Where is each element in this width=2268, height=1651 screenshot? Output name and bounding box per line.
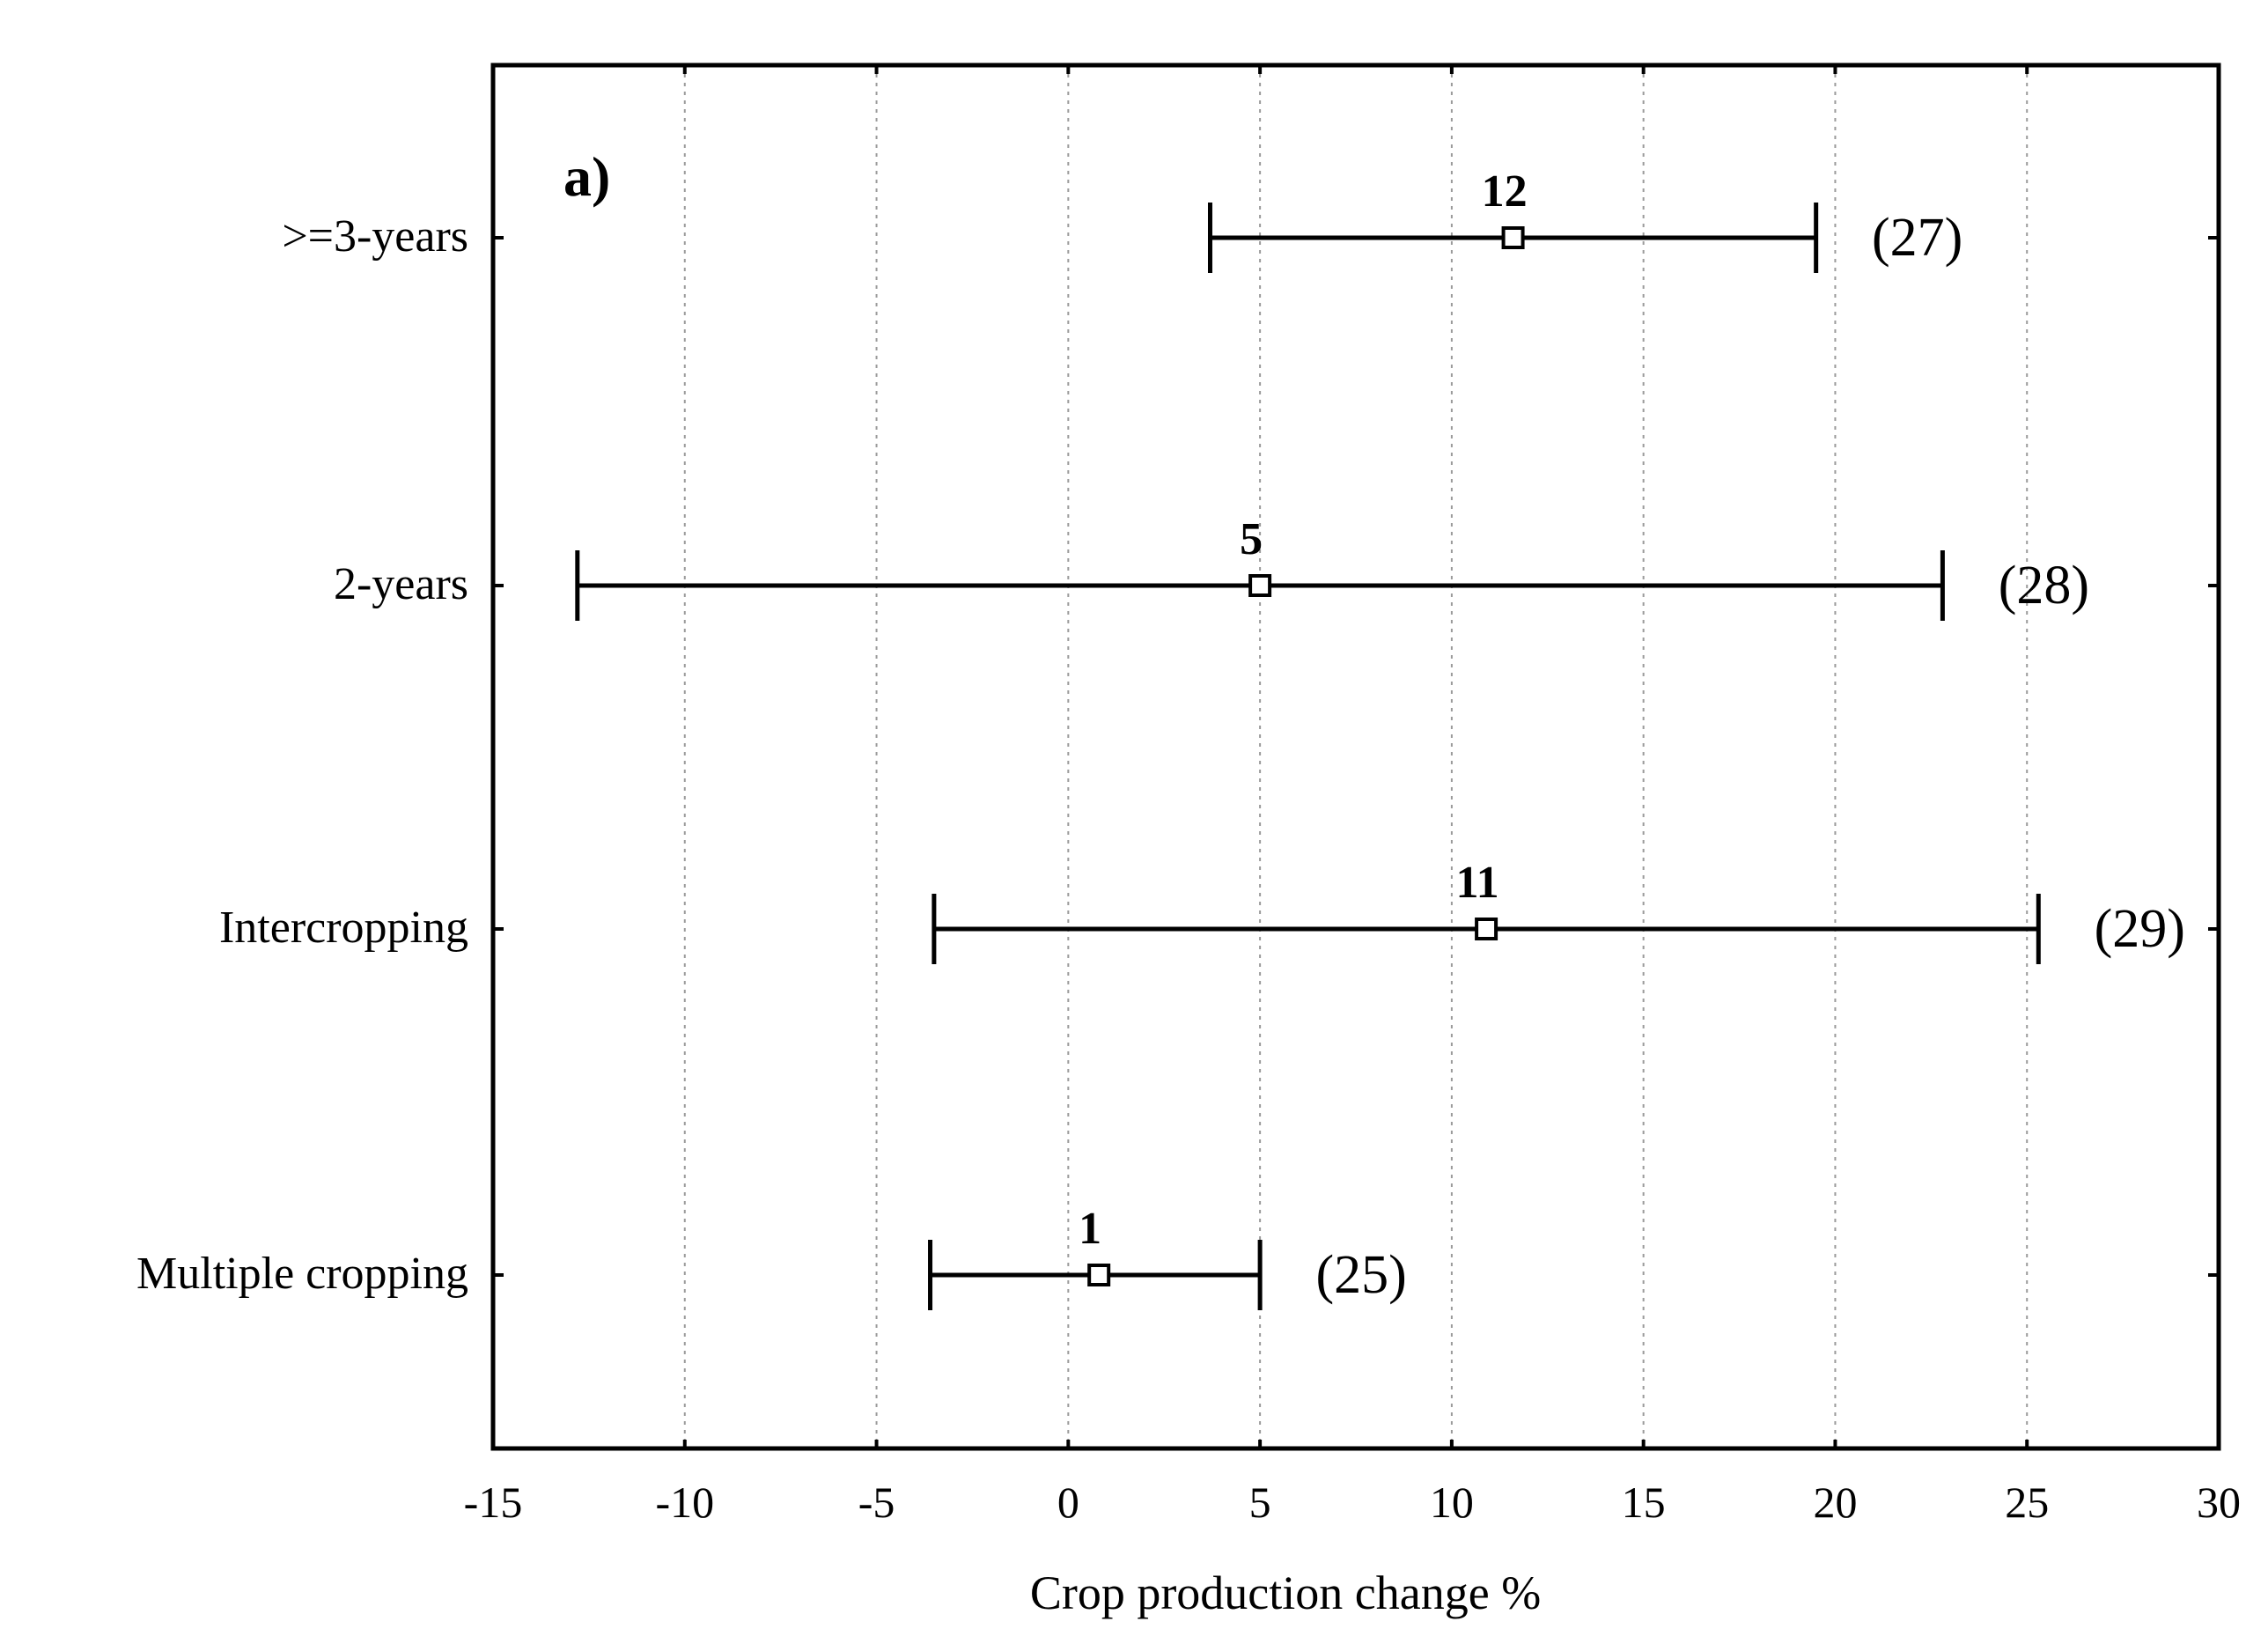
x-tick-label: -10 — [655, 1478, 714, 1527]
error-bar-row: 5 (28) — [575, 514, 2089, 621]
x-tick-label: 0 — [1057, 1478, 1079, 1527]
estimate-point — [1248, 574, 1272, 597]
estimate-point — [1087, 1264, 1111, 1286]
category-label: 2-years — [334, 559, 468, 609]
estimate-point — [1501, 226, 1525, 249]
x-tick-label: 5 — [1249, 1478, 1271, 1527]
estimate-label: 1 — [1079, 1204, 1101, 1254]
x-tick-label: 10 — [1430, 1478, 1474, 1527]
panel-label: a) — [563, 145, 610, 208]
error-bars: 12 (27) 5 (28) 11 (29) 1 (25) — [575, 166, 2185, 1310]
error-bar-row: 1 (25) — [928, 1204, 1407, 1310]
x-axis-label: Crop production change % — [1030, 1566, 1541, 1619]
estimate-label: 12 — [1482, 166, 1528, 217]
sample-size-label: (25) — [1315, 1245, 1406, 1305]
x-tick-label: 15 — [1622, 1478, 1666, 1527]
error-bar-row: 12 (27) — [1207, 166, 1962, 273]
estimate-label: 5 — [1240, 514, 1263, 564]
category-label: Multiple cropping — [136, 1249, 468, 1299]
sample-size-label: (28) — [1999, 556, 2089, 615]
category-label: >=3-years — [282, 211, 468, 262]
x-axis-ticks: -15 -10 -5 0 5 10 15 20 25 30 — [464, 65, 2241, 1527]
category-label: Intercropping — [219, 903, 468, 953]
grid-lines — [683, 65, 2029, 1448]
x-tick-label: -5 — [858, 1478, 895, 1527]
estimate-label: 11 — [1456, 858, 1499, 908]
error-bar-row: 11 (29) — [932, 858, 2185, 964]
sample-size-label: (27) — [1872, 208, 1962, 268]
sample-size-label: (29) — [2095, 899, 2185, 959]
x-tick-label: 20 — [1813, 1478, 1857, 1527]
x-tick-label: 25 — [2005, 1478, 2049, 1527]
plot-frame — [490, 63, 2221, 1451]
x-tick-label: -15 — [464, 1478, 523, 1527]
y-axis-ticks: >=3-years 2-years Intercropping Multiple cr… — [136, 211, 2219, 1299]
x-tick-label: 30 — [2197, 1478, 2241, 1527]
estimate-point — [1475, 918, 1498, 940]
